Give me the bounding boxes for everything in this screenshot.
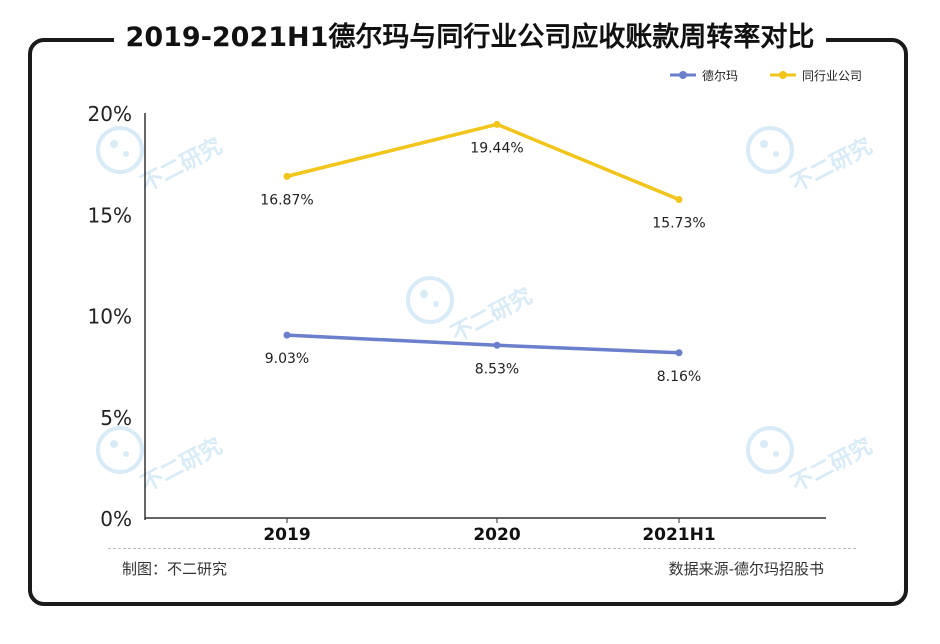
watermark-dot-icon bbox=[773, 151, 779, 157]
watermark-bubble-icon bbox=[746, 126, 794, 174]
data-point bbox=[493, 120, 501, 128]
watermark-logo: 不二研究 bbox=[406, 276, 537, 347]
series-1: 9.03% 8.53% 8.16% bbox=[265, 331, 701, 385]
x-tick-label: 2019 bbox=[263, 525, 310, 545]
legend-label: 德尔玛 bbox=[702, 68, 738, 83]
watermark-dot-icon bbox=[110, 440, 118, 448]
watermark-bubble-icon bbox=[406, 276, 454, 324]
watermark-dot-icon bbox=[760, 440, 768, 448]
watermark-dot-icon bbox=[420, 290, 428, 298]
watermark-text: 不二研究 bbox=[787, 133, 877, 197]
legend-marker bbox=[779, 71, 787, 79]
series-layer: 9.03% 8.53% 8.16% 16.87% 19.44% 15.73% bbox=[260, 120, 706, 385]
data-label: 15.73% bbox=[652, 215, 705, 231]
data-point bbox=[283, 172, 291, 180]
data-point bbox=[675, 195, 683, 203]
data-point bbox=[283, 331, 291, 339]
data-label: 16.87% bbox=[260, 192, 313, 208]
watermark-bubble-icon bbox=[96, 126, 144, 174]
y-tick-label: 5% bbox=[100, 406, 132, 430]
watermark-dot-icon bbox=[123, 451, 129, 457]
chart-title: 2019-2021H1德尔玛与同行业公司应收账款周转率对比 bbox=[0, 14, 940, 62]
data-point bbox=[493, 341, 501, 349]
watermark-dot-icon bbox=[773, 451, 779, 457]
data-label: 8.53% bbox=[475, 361, 519, 377]
chart-credit: 制图：不二研究 bbox=[122, 560, 228, 578]
data-point bbox=[675, 349, 683, 357]
watermark-dot-icon bbox=[110, 140, 118, 148]
watermark-logo: 不二研究 bbox=[96, 426, 227, 497]
data-label: 19.44% bbox=[470, 140, 523, 156]
x-tick-label: 2021H1 bbox=[642, 525, 715, 545]
legend-label: 同行业公司 bbox=[802, 69, 862, 83]
x-tick-label: 2020 bbox=[473, 525, 520, 545]
y-tick-label: 0% bbox=[100, 507, 132, 531]
watermark-bubble-icon bbox=[746, 426, 794, 474]
watermark-logo: 不二研究 bbox=[746, 126, 877, 197]
chart-axes: 0% 5% 10% 15% 20% 2019 2020 2021H1 bbox=[88, 102, 826, 545]
legend-marker bbox=[679, 71, 687, 79]
y-tick-label: 20% bbox=[88, 102, 132, 126]
chart-legend: 德尔玛 同行业公司 bbox=[670, 68, 862, 83]
series-2: 16.87% 19.44% 15.73% bbox=[260, 120, 706, 231]
watermark-logo: 不二研究 bbox=[96, 126, 227, 197]
watermark-dot-icon bbox=[433, 301, 439, 307]
data-label: 9.03% bbox=[265, 351, 309, 367]
watermark-logo: 不二研究 bbox=[746, 426, 877, 497]
watermark-dot-icon bbox=[760, 140, 768, 148]
watermark-bubble-icon bbox=[96, 426, 144, 474]
footer-divider bbox=[108, 548, 856, 549]
series-line bbox=[286, 122, 680, 202]
data-label: 8.16% bbox=[657, 369, 701, 385]
series-line bbox=[286, 333, 680, 355]
watermark-text: 不二研究 bbox=[787, 433, 877, 497]
y-tick-label: 10% bbox=[88, 305, 132, 329]
watermark-dot-icon bbox=[123, 151, 129, 157]
watermark-text: 不二研究 bbox=[137, 433, 227, 497]
y-tick-label: 15% bbox=[88, 203, 132, 227]
watermark-text: 不二研究 bbox=[137, 133, 227, 197]
watermark-text: 不二研究 bbox=[447, 283, 537, 347]
data-source: 数据来源-德尔玛招股书 bbox=[668, 560, 824, 578]
